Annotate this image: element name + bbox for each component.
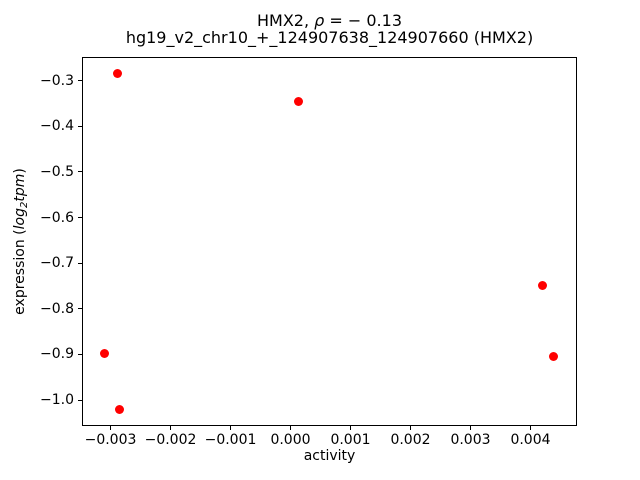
y-tick-label: −1.0 xyxy=(40,392,74,408)
data-point xyxy=(294,96,304,106)
x-tick-label: 0.000 xyxy=(270,432,311,448)
y-tick-mark xyxy=(78,353,82,355)
y-tick-label: −0.5 xyxy=(40,163,74,180)
data-point xyxy=(115,404,124,414)
data-point xyxy=(538,281,547,291)
x-axis-label: activity xyxy=(303,448,356,464)
y-tick-mark xyxy=(78,262,82,264)
x-tick-mark xyxy=(290,426,291,430)
y-tick-label: −0.6 xyxy=(40,209,74,226)
x-tick-mark xyxy=(470,426,471,430)
y-tick-mark xyxy=(78,171,82,173)
data-point xyxy=(548,352,558,362)
ylabel-log-subscript: 2 xyxy=(18,201,30,209)
x-tick-mark xyxy=(530,426,531,430)
x-tick-label: −0.001 xyxy=(204,432,257,448)
y-tick-label: −0.7 xyxy=(40,255,74,272)
plot-area xyxy=(82,57,577,426)
y-tick-mark xyxy=(78,217,82,219)
title-rho-symbol: ρ xyxy=(314,11,325,30)
y-axis-label: expression (log2tpm) xyxy=(12,168,32,315)
y-tick-label: −0.8 xyxy=(40,300,74,317)
x-tick-label: 0.001 xyxy=(330,432,371,448)
chart-title: HMX2, ρ = − 0.13 hg19_v2_chr10_+_1249076… xyxy=(82,12,577,46)
y-tick-mark xyxy=(78,125,82,127)
y-tick-label: −0.3 xyxy=(40,72,74,89)
x-tick-mark xyxy=(410,426,411,430)
data-point xyxy=(100,348,109,358)
y-axis-label-wrap: expression (log2tpm) xyxy=(7,57,37,426)
x-tick-mark xyxy=(230,426,231,430)
x-tick-label: 0.004 xyxy=(510,432,551,448)
chart-subtitle: hg19_v2_chr10_+_124907638_124907660 (HMX… xyxy=(125,28,534,47)
y-tick-mark xyxy=(78,399,82,401)
x-tick-label: 0.002 xyxy=(390,432,431,448)
y-tick-label: −0.4 xyxy=(40,118,74,135)
x-tick-mark xyxy=(170,426,171,430)
x-tick-label: 0.003 xyxy=(450,432,491,448)
chart-title-line1: HMX2, ρ = − 0.13 xyxy=(82,12,577,29)
y-tick-mark xyxy=(78,80,82,82)
x-tick-mark xyxy=(110,426,111,430)
y-tick-mark xyxy=(78,308,82,310)
title-correlation-value: = − 0.13 xyxy=(324,11,402,30)
x-tick-label: −0.002 xyxy=(144,432,197,448)
data-point xyxy=(113,69,123,79)
x-tick-label: −0.003 xyxy=(84,432,137,448)
y-tick-label: −0.9 xyxy=(40,346,74,363)
x-tick-mark xyxy=(350,426,351,430)
title-gene-prefix: HMX2, xyxy=(256,11,315,30)
